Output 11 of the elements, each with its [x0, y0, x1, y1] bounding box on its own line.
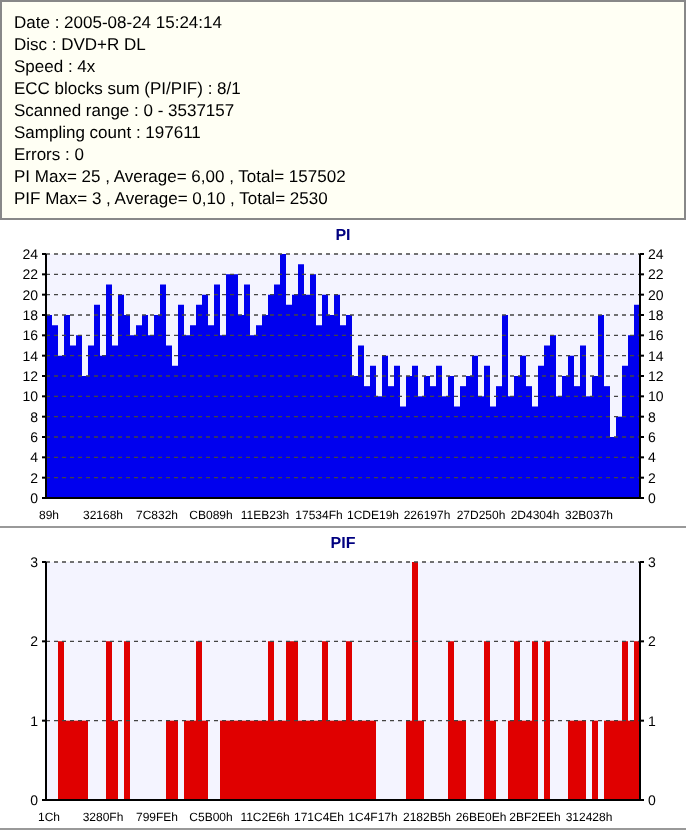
text: Date : 2005-08-24 15:24:14	[14, 12, 224, 34]
text: Sampling count : 197611	[14, 122, 203, 144]
text: Disc : DVD+R DL	[14, 34, 148, 56]
text: ECC blocks sum (PI/PIF) : 8/1	[14, 78, 243, 100]
text: PI Max= 25 , Average= 6,00 , Total= 157502	[14, 166, 348, 188]
text: Speed : 4x	[14, 56, 98, 78]
chart-title: PI	[333, 224, 353, 246]
text: Errors : 0	[14, 144, 86, 166]
text: Scanned range : 0 - 3537157	[14, 100, 237, 122]
chart-title: PIF	[328, 532, 358, 554]
text: PIF Max= 3 , Average= 0,10 , Total= 2530	[14, 188, 330, 210]
